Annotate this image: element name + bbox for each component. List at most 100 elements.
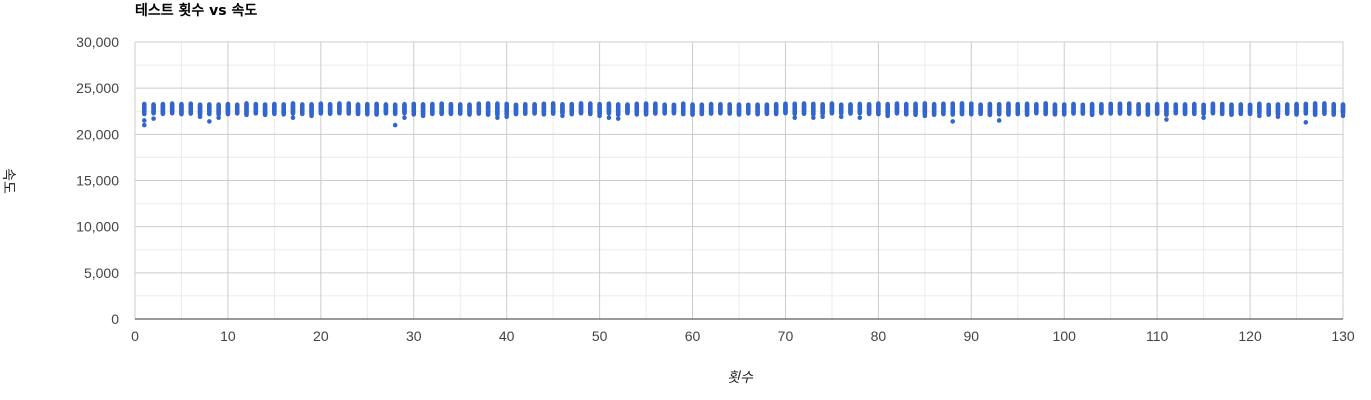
data-point: [745, 102, 751, 108]
x-tick-label: 90: [964, 328, 980, 344]
data-point: [550, 101, 556, 106]
y-tick-label: 10,000: [76, 219, 119, 235]
data-point: [773, 101, 779, 107]
data-point: [327, 102, 333, 107]
data-point: [560, 101, 565, 107]
data-point: [699, 102, 705, 108]
data-point: [1024, 101, 1030, 107]
data-point: [671, 102, 677, 108]
data-point: [838, 102, 844, 107]
data-point-outlier: [216, 115, 221, 121]
data-point: [141, 101, 147, 107]
data-point-outlier: [1164, 117, 1169, 122]
data-point-outlier: [597, 113, 602, 119]
data-point: [1229, 102, 1234, 107]
data-point: [876, 101, 881, 106]
data-point: [866, 101, 872, 107]
data-point: [1043, 101, 1048, 106]
data-point: [1238, 102, 1244, 107]
y-tick-label: 20,000: [76, 126, 119, 142]
data-point: [281, 102, 286, 107]
data-point: [151, 102, 156, 107]
data-point: [885, 101, 890, 107]
data-point: [727, 102, 733, 107]
data-point: [857, 101, 863, 107]
data-point: [1275, 102, 1281, 107]
data-point-outlier: [1303, 120, 1309, 125]
data-point: [662, 102, 667, 108]
data-point: [1340, 102, 1346, 107]
data-point-outlier: [392, 122, 398, 128]
data-point: [457, 102, 463, 107]
data-point: [495, 101, 500, 106]
data-point: [541, 101, 547, 107]
data-point-outlier: [950, 119, 956, 124]
data-point: [346, 101, 352, 106]
data-point: [439, 101, 444, 106]
data-point-outlier: [141, 118, 147, 123]
data-point: [1247, 102, 1253, 108]
data-points: [141, 101, 1346, 128]
data-point: [913, 101, 918, 107]
data-point: [309, 102, 314, 107]
data-point-outlier: [1275, 114, 1281, 120]
data-point: [978, 102, 983, 107]
data-point: [755, 102, 760, 107]
data-point: [1312, 101, 1318, 106]
data-point: [467, 102, 472, 107]
x-tick-label: 0: [131, 328, 139, 344]
data-point-outlier: [504, 114, 509, 120]
data-point-outlier: [207, 119, 212, 124]
data-point-outlier: [1257, 113, 1262, 119]
data-point: [950, 101, 956, 106]
data-point: [1210, 101, 1216, 107]
data-point: [941, 101, 946, 107]
data-point: [801, 101, 807, 106]
data-point: [634, 101, 640, 107]
data-point: [708, 101, 714, 107]
data-point: [1294, 101, 1299, 107]
data-point-outlier: [811, 115, 816, 121]
data-point: [290, 101, 296, 106]
data-point: [216, 102, 221, 107]
y-tick-label: 5,000: [84, 265, 119, 281]
x-tick-label: 30: [406, 328, 422, 344]
data-point-outlier: [996, 118, 1002, 123]
data-point-outlier: [197, 114, 203, 120]
data-point-outlier: [838, 114, 844, 120]
y-tick-label: 15,000: [76, 173, 119, 189]
x-tick-label: 110: [1146, 328, 1169, 344]
data-point-outlier: [857, 115, 863, 121]
data-point: [1015, 101, 1021, 107]
data-point: [718, 101, 723, 107]
x-tick-label: 70: [778, 328, 794, 344]
data-point: [987, 101, 993, 107]
data-point: [597, 101, 602, 107]
data-point: [1303, 101, 1309, 107]
data-point: [996, 101, 1002, 107]
data-point-outlier: [1340, 113, 1346, 119]
data-point: [485, 101, 491, 106]
data-point: [811, 101, 816, 107]
data-point: [337, 101, 342, 106]
chart-title: 테스트 횟수 vs 속도: [135, 2, 257, 19]
data-point: [969, 101, 974, 106]
data-point: [504, 101, 509, 107]
data-point: [365, 101, 370, 107]
data-point: [179, 101, 184, 107]
data-point: [1136, 101, 1141, 107]
data-point: [764, 102, 770, 107]
data-point: [1257, 101, 1262, 107]
data-point: [374, 101, 379, 107]
data-point: [680, 101, 686, 106]
data-point: [197, 102, 203, 107]
x-tick-label: 130: [1331, 328, 1355, 344]
data-point: [792, 101, 798, 107]
data-point: [476, 101, 482, 107]
data-point: [820, 101, 825, 107]
data-point-outlier: [420, 113, 426, 119]
data-point: [783, 101, 788, 107]
data-point: [169, 101, 175, 106]
x-tick-label: 120: [1238, 328, 1262, 344]
y-tick-label: 25,000: [76, 80, 119, 96]
